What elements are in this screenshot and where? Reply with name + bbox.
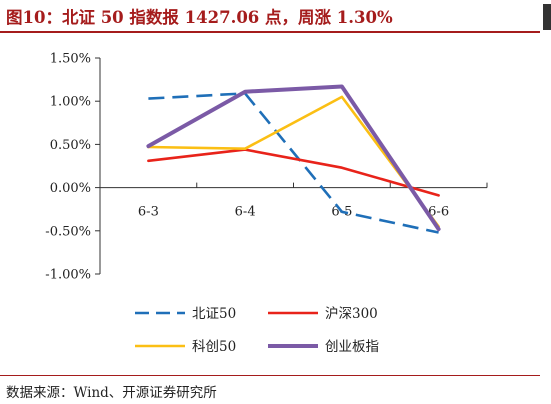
- chart-axes: -1.00% -0.50% 0.00% 0.50% 1.00% 1.50% 6-3 6-4 6-…: [45, 52, 488, 283]
- title-divider: [0, 31, 540, 33]
- chart-legend: 北证50 沪深300 科创50 创业板指: [135, 306, 379, 355]
- x-tick-label: 6-6: [428, 205, 449, 220]
- series-line-2: [147, 148, 440, 197]
- legend-label-1: 北证50: [192, 306, 236, 322]
- y-tick-label: -1.00%: [45, 268, 91, 283]
- source-note: 数据来源：Wind、开源证券研究所: [6, 385, 217, 401]
- footer-divider: [0, 375, 540, 376]
- legend-label-2: 沪深300: [325, 306, 378, 322]
- series-line-4: [146, 84, 441, 232]
- y-tick-label: 1.00%: [50, 95, 91, 110]
- y-tick-label: 1.50%: [50, 52, 91, 67]
- y-tick-label: -0.50%: [45, 224, 91, 239]
- x-tick-label: 6-4: [235, 205, 256, 220]
- chart-series: [146, 84, 441, 234]
- right-edge-marker: [543, 4, 551, 30]
- series-line-1: [148, 92, 439, 234]
- chart-title: 图10：北证 50 指数报 1427.06 点，周涨 1.30%: [6, 8, 393, 27]
- x-tick-label: 6-3: [138, 205, 159, 220]
- y-tick-label: 0.50%: [50, 138, 91, 153]
- legend-label-4: 创业板指: [325, 339, 379, 355]
- legend-label-3: 科创50: [192, 339, 236, 355]
- series-line-3: [147, 95, 440, 228]
- y-tick-label: 0.00%: [50, 181, 91, 196]
